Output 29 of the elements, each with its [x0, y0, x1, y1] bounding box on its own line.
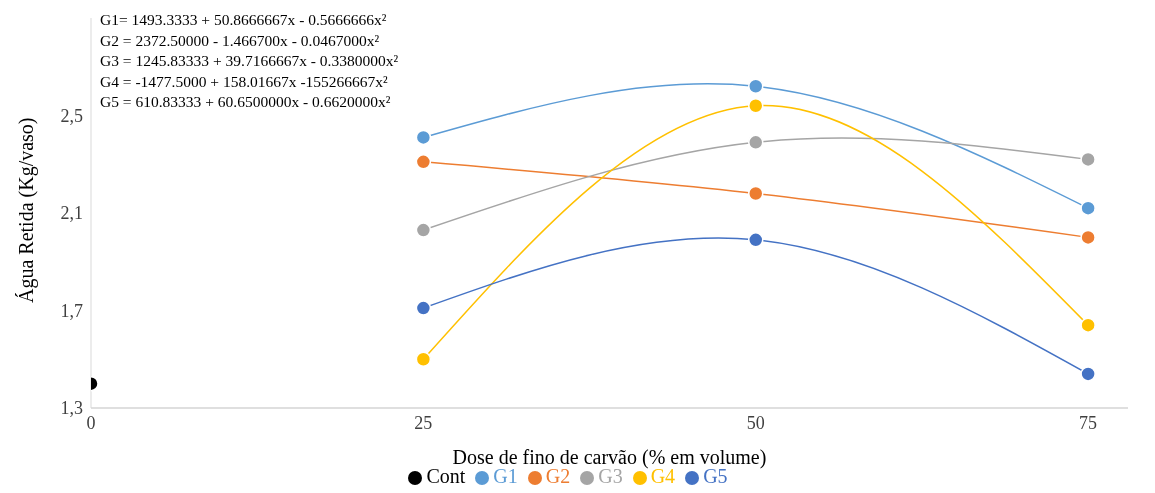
annotation: G2 = 2372.50000 - 1.466700x - 0.0467000x² [100, 30, 381, 51]
annotation: G1= 1493.3333 + 50.8666667x - 0.5666666x² [100, 10, 388, 30]
point [1080, 366, 1096, 382]
y-tick-label: 1,7 [60, 300, 83, 321]
point [415, 222, 432, 238]
point [747, 78, 764, 94]
point [415, 300, 432, 316]
x-tick-label: 0 [86, 412, 96, 433]
y-tick-label: 1,3 [60, 398, 83, 419]
y-axis-title: Água Retida (Kg/vaso) [15, 117, 39, 303]
point [415, 154, 432, 170]
point [1080, 317, 1096, 333]
point [415, 351, 432, 367]
point [747, 134, 764, 151]
y-tick-label: 2,1 [60, 203, 83, 224]
y-tick-label: 2,5 [60, 105, 83, 126]
x-tick-label: 25 [414, 412, 433, 433]
point [1080, 200, 1096, 216]
point [1080, 229, 1096, 246]
point [415, 129, 432, 146]
point [747, 185, 764, 202]
point [747, 98, 764, 114]
x-tick-label: 75 [1079, 412, 1098, 433]
annotation: G3 = 1245.83333 + 39.7166667x - 0.3380000x² [100, 51, 399, 71]
x-tick-label: 50 [746, 412, 765, 433]
annotation: G4 = -1477.5000 + 158.01667x -155266667x² [100, 71, 389, 92]
point [747, 232, 764, 248]
annotation: G5 = 610.83333 + 60.6500000x - 0.6620000x² [100, 92, 392, 112]
point [1080, 151, 1096, 168]
